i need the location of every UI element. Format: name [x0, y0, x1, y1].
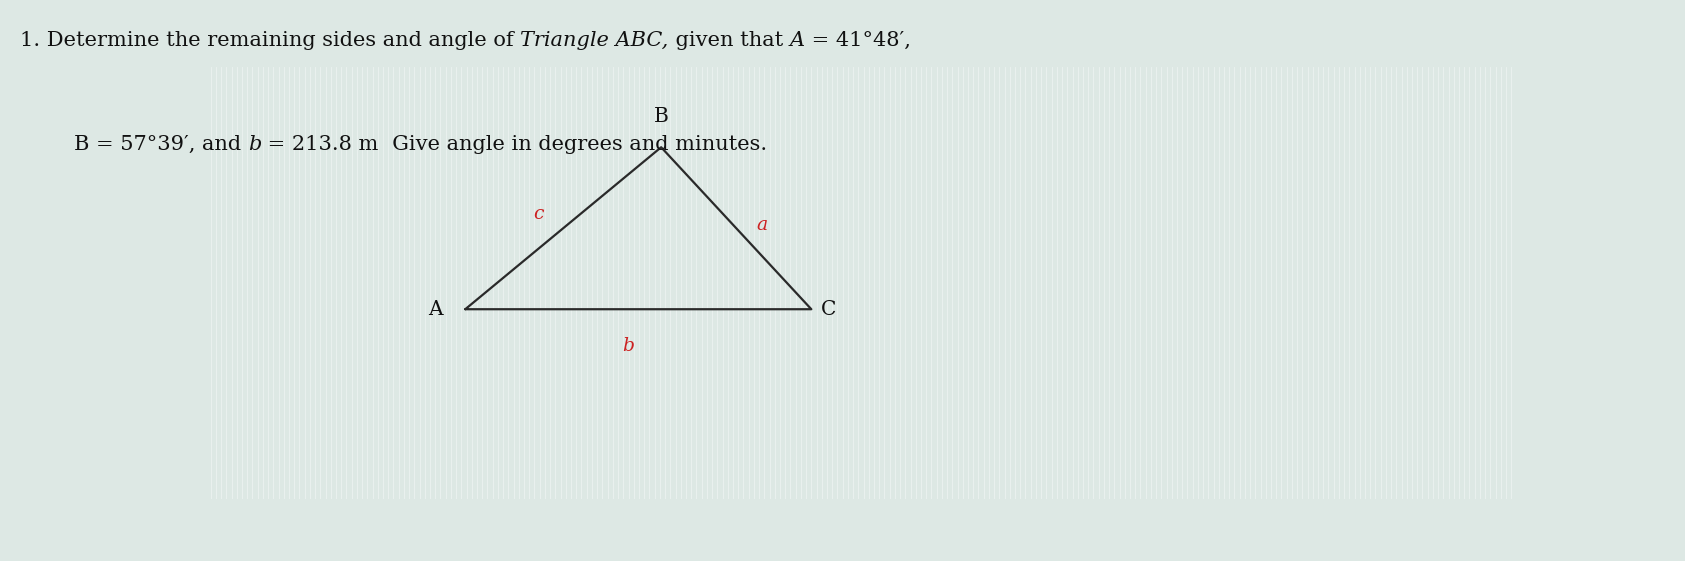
Text: C: C [821, 300, 836, 319]
Text: = 213.8 m: = 213.8 m [261, 135, 379, 154]
Text: A: A [428, 300, 443, 319]
Text: Triangle ABC,: Triangle ABC, [521, 31, 669, 50]
Text: b: b [248, 135, 261, 154]
Text: a: a [757, 216, 768, 234]
Text: B: B [654, 107, 669, 126]
Text: given that: given that [669, 31, 790, 50]
Text: = 41°48′,: = 41°48′, [805, 31, 910, 50]
Text: B = 57°39′, and: B = 57°39′, and [74, 135, 248, 154]
Text: A: A [790, 31, 805, 50]
Text: c: c [532, 205, 544, 223]
Text: 1. Determine the remaining sides and angle of: 1. Determine the remaining sides and ang… [20, 31, 521, 50]
Text: Give angle in degrees and minutes.: Give angle in degrees and minutes. [379, 135, 767, 154]
Text: b: b [622, 337, 635, 355]
